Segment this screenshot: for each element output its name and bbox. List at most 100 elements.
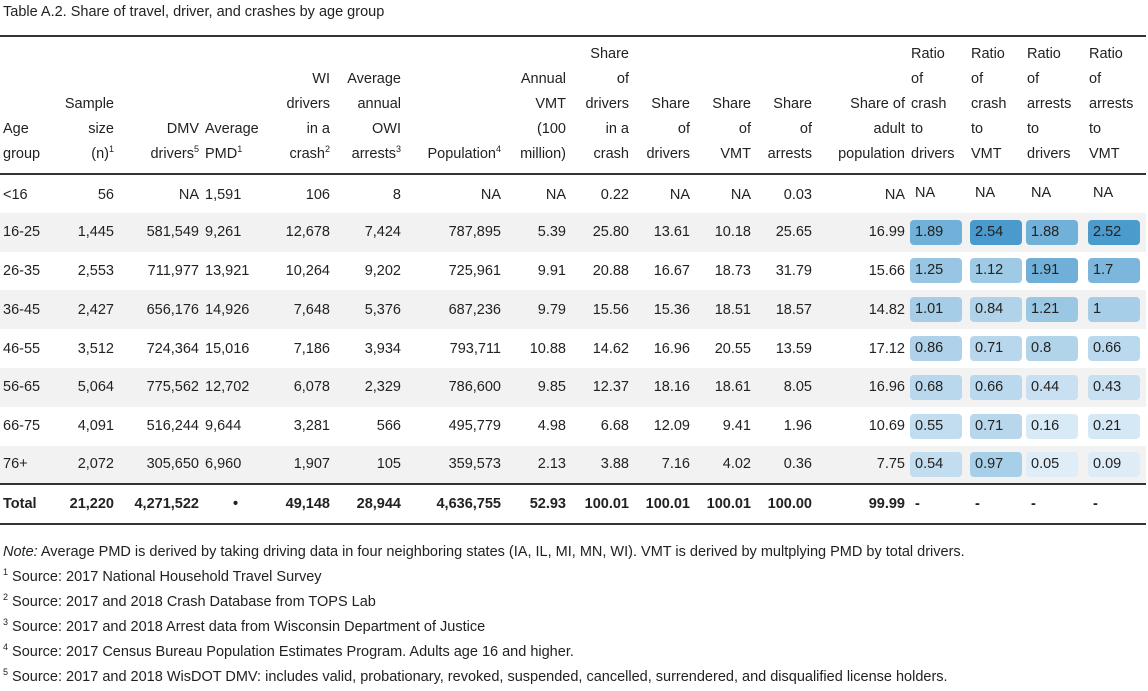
table-caption: Table A.2. Share of travel, driver, and … xyxy=(3,4,385,20)
column-header-dmv-drivers: DMV drivers5 xyxy=(117,35,202,175)
column-header-ratio-arrests-drivers: Ratio of arrests to drivers xyxy=(1024,35,1086,175)
cell-s-vmt: 18.51 xyxy=(714,301,751,318)
cell-ratio: 0.43 xyxy=(1086,368,1146,407)
footnote: 2 Source: 2017 and 2018 Crash Database f… xyxy=(3,592,376,610)
table-row: 36-45 2,427 656,176 14,926 7,648 5,376 687,236… xyxy=(0,290,1146,330)
cell-s-vmt: 100.01 xyxy=(706,496,751,513)
ratio-value: 0.54 xyxy=(910,451,962,477)
cell-ratio: 1.89 xyxy=(908,213,968,252)
note-text: Average PMD is derived by taking driving… xyxy=(37,544,965,560)
table-notes: Note: Average PMD is derived by taking d… xyxy=(3,540,965,690)
cell-vmt: 9.91 xyxy=(537,262,566,279)
cell-ratio: 0.86 xyxy=(908,329,968,368)
cell-ratio: - xyxy=(1024,484,1086,524)
cell-pop: 725,961 xyxy=(448,262,501,279)
cell-pmd: 15,016 xyxy=(205,340,250,357)
ratio-value: 2.52 xyxy=(1088,219,1140,245)
cell-s-drivers: 16.96 xyxy=(653,340,690,357)
footnotes: 1 Source: 2017 National Household Travel… xyxy=(3,565,965,690)
cell-pop: 359,573 xyxy=(448,456,501,473)
cell-wi: 1,907 xyxy=(293,456,330,473)
column-header-ratio-crash-vmt: Ratio of crash to VMT xyxy=(968,35,1024,175)
ratio-value: NA xyxy=(1093,185,1114,202)
ratio-value: 0.21 xyxy=(1088,413,1140,439)
ratio-value: 0.44 xyxy=(1026,374,1078,400)
cell-sample: 2,553 xyxy=(77,262,114,279)
total-row: Total 21,220 4,271,522 • 49,148 28,944 4,636,7… xyxy=(0,484,1146,525)
ratio-value: NA xyxy=(975,185,996,202)
cell-s-vmt: 10.18 xyxy=(714,224,751,241)
cell-s-adult: NA xyxy=(884,186,905,203)
cell-s-crash: 20.88 xyxy=(592,262,629,279)
cell-ratio: 0.8 xyxy=(1024,329,1086,368)
cell-sample: 5,064 xyxy=(77,379,114,396)
cell-ratio: NA xyxy=(1024,174,1086,213)
cell-owi: 9,202 xyxy=(364,262,401,279)
cell-ratio: 0.68 xyxy=(908,368,968,407)
cell-s-arrests: 31.79 xyxy=(775,262,812,279)
cell-dmv: 711,977 xyxy=(147,262,199,279)
cell-age: <16 xyxy=(3,186,28,203)
cell-pmd: 13,921 xyxy=(205,262,250,279)
ratio-value: NA xyxy=(1031,185,1052,202)
cell-dmv: 724,364 xyxy=(146,340,199,357)
cell-ratio: 2.52 xyxy=(1086,213,1146,252)
cell-pop: NA xyxy=(480,186,501,203)
cell-ratio: 0.71 xyxy=(968,329,1024,368)
ratio-value: 0.66 xyxy=(1088,336,1140,362)
cell-ratio: 0.09 xyxy=(1086,446,1146,485)
cell-s-crash: 100.01 xyxy=(584,496,629,513)
cell-ratio: - xyxy=(1086,484,1146,524)
column-header-owi-arrests: Average annual OWI arrests3 xyxy=(333,35,404,175)
cell-vmt: 5.39 xyxy=(537,224,566,241)
ratio-value: - xyxy=(1031,495,1036,512)
cell-pmd: 9,644 xyxy=(205,418,242,435)
ratio-value: 0.55 xyxy=(910,413,962,439)
table-row: 66-75 4,091 516,244 9,644 3,281 566 495,779 4.9… xyxy=(0,407,1146,446)
ratio-value: NA xyxy=(915,185,936,202)
cell-s-vmt: 4.02 xyxy=(722,456,751,473)
cell-pop: 787,895 xyxy=(448,224,501,241)
cell-ratio: 0.84 xyxy=(968,290,1024,329)
cell-vmt: 9.79 xyxy=(537,301,566,318)
cell-ratio: 0.97 xyxy=(968,446,1024,485)
cell-age: 36-45 xyxy=(3,301,41,318)
cell-ratio: NA xyxy=(968,174,1024,213)
ratio-value: 0.71 xyxy=(970,336,1022,362)
cell-sample: 21,220 xyxy=(69,496,114,513)
cell-s-crash: 15.56 xyxy=(592,301,629,318)
cell-ratio: 0.05 xyxy=(1024,446,1086,485)
cell-vmt: 2.13 xyxy=(537,456,566,473)
cell-ratio: 0.55 xyxy=(908,407,968,446)
cell-vmt: 10.88 xyxy=(529,340,566,357)
ratio-value: 1.91 xyxy=(1026,258,1078,284)
column-header-share-vmt: Share of VMT xyxy=(693,35,754,175)
table-row: <16 56 NA 1,591 106 8 NA NA 0.22 NA NA 0.03 NA NA NA NA… xyxy=(0,174,1146,213)
ratio-value: 1 xyxy=(1088,297,1140,323)
cell-s-drivers: NA xyxy=(669,186,690,203)
cell-s-drivers: 18.16 xyxy=(653,379,690,396)
cell-s-drivers: 13.61 xyxy=(653,224,690,241)
cell-s-drivers: 16.67 xyxy=(653,262,690,279)
cell-sample: 56 xyxy=(97,186,114,203)
cell-pop: 687,236 xyxy=(448,301,501,318)
cell-s-vmt: 18.73 xyxy=(714,262,751,279)
cell-dmv: 581,549 xyxy=(146,224,199,241)
cell-s-vmt: NA xyxy=(730,186,751,203)
cell-ratio: 1.7 xyxy=(1086,252,1146,291)
cell-s-crash: 0.22 xyxy=(600,186,629,203)
column-header-wi-drivers: WI drivers in a crash2 xyxy=(269,35,333,175)
cell-owi: 2,329 xyxy=(364,379,401,396)
ratio-value: 1.89 xyxy=(910,219,962,245)
cell-ratio: - xyxy=(908,484,968,524)
table-row: 76+ 2,072 305,650 6,960 1,907 105 359,573 2.13 3… xyxy=(0,445,1146,485)
cell-s-crash: 12.37 xyxy=(592,379,629,396)
cell-pmd: 9,261 xyxy=(205,224,242,241)
cell-wi: 12,678 xyxy=(285,224,330,241)
cell-wi: 106 xyxy=(305,186,330,203)
cell-pop: 793,711 xyxy=(449,340,501,357)
cell-owi: 3,934 xyxy=(364,340,401,357)
cell-s-arrests: 8.05 xyxy=(783,379,812,396)
ratio-value: 0.16 xyxy=(1026,413,1078,439)
cell-s-arrests: 1.96 xyxy=(783,418,812,435)
